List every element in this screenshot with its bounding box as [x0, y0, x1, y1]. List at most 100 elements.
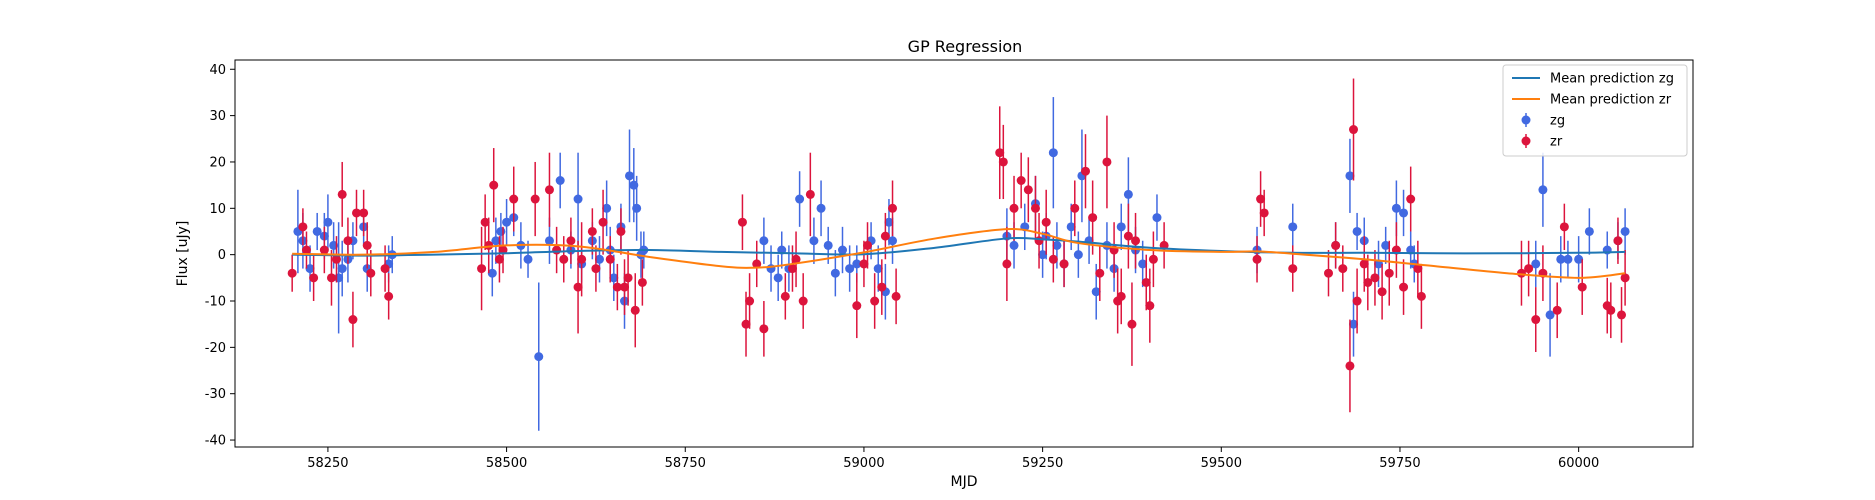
x-tick-label: 59500: [1201, 456, 1242, 471]
zg-point: [1052, 240, 1062, 250]
zr-point: [1413, 264, 1423, 274]
zg-point: [1352, 226, 1362, 236]
zr-point: [298, 222, 308, 232]
zg-point: [1381, 240, 1391, 250]
zr-point: [577, 254, 587, 264]
zg-point: [1545, 310, 1555, 320]
zr-point: [780, 291, 790, 301]
zr-point: [498, 245, 508, 255]
zg-point: [1009, 240, 1019, 250]
zr-point: [1016, 176, 1026, 186]
zr-point: [1377, 287, 1387, 297]
x-tick-label: 58250: [307, 456, 348, 471]
zr-point: [489, 180, 499, 190]
zg-point: [609, 273, 619, 283]
zg-point: [1620, 226, 1630, 236]
zg-point: [323, 217, 333, 227]
zr-point: [1127, 319, 1137, 329]
zg-point: [602, 203, 612, 213]
zr-point: [637, 277, 647, 287]
zr-point: [623, 273, 633, 283]
zr-point: [1116, 291, 1126, 301]
zr-point: [348, 315, 358, 325]
zg-point: [632, 203, 642, 213]
zg-point: [496, 226, 506, 236]
zr-point: [1370, 273, 1380, 283]
zr-point: [1141, 277, 1151, 287]
zg-point: [1399, 208, 1409, 218]
zg-point: [595, 254, 604, 264]
zr-point: [309, 273, 319, 283]
zr-point: [480, 217, 490, 227]
series-zg: [293, 97, 1630, 431]
mean-prediction-zg-line: [292, 236, 1626, 257]
zr-point: [384, 291, 394, 301]
mean-prediction-lines: [292, 228, 1626, 279]
legend-label-zg: zg: [1550, 114, 1565, 129]
y-tick-label: 40: [209, 63, 226, 78]
zr-point: [566, 236, 576, 246]
zr-point: [798, 296, 808, 306]
y-tick-label: -30: [205, 387, 226, 402]
zr-point: [319, 245, 329, 255]
x-tick-label: 59250: [1022, 456, 1063, 471]
zr-point: [1359, 259, 1369, 269]
y-tick-label: -10: [205, 295, 226, 310]
zr-point: [737, 217, 747, 227]
zr-point: [759, 324, 769, 334]
zg-point: [1091, 287, 1101, 297]
zr-point: [1145, 301, 1155, 311]
zr-point: [1620, 273, 1630, 283]
zr-point: [1095, 268, 1105, 278]
zr-point: [380, 264, 390, 274]
zr-point: [870, 296, 880, 306]
zr-point: [1406, 194, 1416, 204]
zr-point: [1123, 231, 1133, 241]
zg-point: [1584, 226, 1594, 236]
zr-point: [1338, 264, 1348, 274]
zr-point: [791, 254, 801, 264]
zr-point: [591, 264, 601, 274]
zr-point: [1617, 310, 1627, 320]
zg-point: [1038, 250, 1048, 260]
zg-point: [795, 194, 805, 204]
zr-point: [552, 245, 562, 255]
zr-point: [1363, 277, 1373, 287]
zr-point: [1081, 166, 1090, 176]
zr-point: [1288, 264, 1298, 274]
x-axis-label: MJD: [951, 474, 978, 490]
zr-point: [362, 240, 372, 250]
zr-point: [1384, 268, 1394, 278]
zr-point: [998, 157, 1008, 167]
zg-point: [873, 264, 883, 274]
legend: Mean prediction zg Mean prediction zr zg…: [1502, 64, 1688, 157]
zr-point: [863, 240, 873, 250]
zr-point: [1131, 236, 1141, 246]
zg-point: [625, 171, 635, 181]
zg-point: [487, 268, 497, 278]
zg-point: [1116, 222, 1126, 232]
zr-point: [805, 189, 815, 199]
zr-point: [880, 231, 890, 241]
zg-point: [823, 240, 833, 250]
zg-point: [534, 352, 544, 362]
y-axis-label: Flux [uJy]: [175, 221, 191, 287]
zr-point: [331, 254, 341, 264]
zg-point: [1048, 148, 1058, 158]
zr-point: [1324, 268, 1333, 278]
series-zr: [287, 78, 1630, 413]
zr-point: [1059, 259, 1069, 269]
zr-point: [1559, 222, 1569, 232]
zr-point: [1531, 315, 1541, 325]
chart-title: GP Regression: [908, 37, 1023, 56]
y-tick-label: 0: [218, 248, 226, 263]
legend-label-mean-zr: Mean prediction zr: [1550, 93, 1672, 108]
zr-point: [530, 194, 540, 204]
zg-point: [1066, 222, 1076, 232]
legend-marker-zr: [1521, 136, 1531, 146]
zr-point: [326, 273, 336, 283]
zr-point: [1613, 236, 1623, 246]
zr-point: [787, 264, 797, 274]
y-axis: -40 -30 -20 -10 0 10 20 30 40: [205, 63, 235, 449]
zg-point: [1123, 189, 1133, 199]
